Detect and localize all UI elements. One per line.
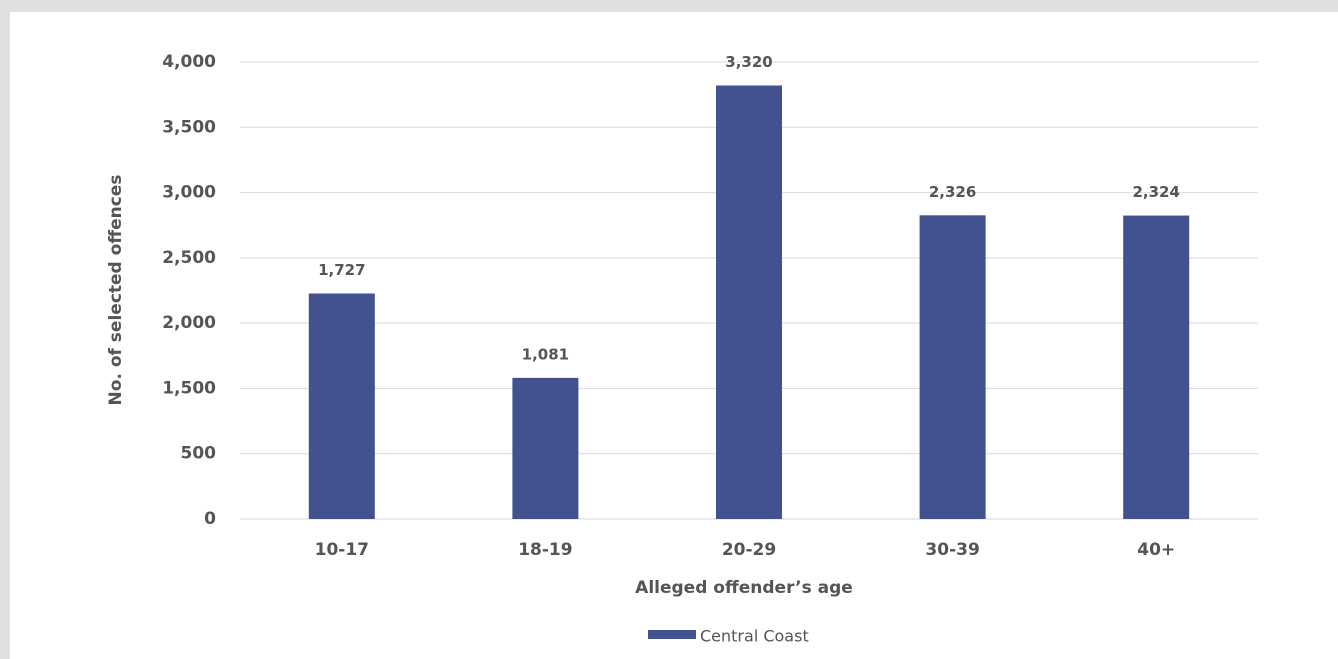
value-label: 2,326 [929,183,976,201]
y-tick-label: 3,000 [162,183,216,203]
bar [716,85,782,519]
value-label: 1,727 [318,261,365,279]
y-tick-label: 2,500 [162,248,216,268]
x-tick-label: 20-29 [722,540,776,560]
value-label: 3,320 [725,53,772,71]
x-axis-title: Alleged offender’s age [635,578,853,598]
x-tick-label: 18-19 [518,540,572,560]
y-tick-label: 1,500 [162,378,216,398]
bar [1123,215,1190,519]
value-label: 1,081 [522,345,569,363]
x-tick-label: 30-39 [925,540,979,560]
legend-label: Central Coast [700,627,809,646]
bar [308,293,375,519]
x-tick-label: 10-17 [315,540,369,560]
bar [512,377,579,519]
x-tick-label: 40+ [1137,540,1175,560]
legend-swatch [648,630,696,639]
y-axis-title: No. of selected offences [106,175,126,406]
y-tick-label: 0 [204,509,216,529]
value-label: 2,324 [1132,183,1179,201]
bar [919,215,986,519]
y-tick-label: 4,000 [162,52,216,72]
panel [10,12,1338,659]
y-tick-label: 500 [181,444,217,464]
y-tick-label: 2,000 [162,313,216,333]
y-tick-label: 3,500 [162,117,216,137]
